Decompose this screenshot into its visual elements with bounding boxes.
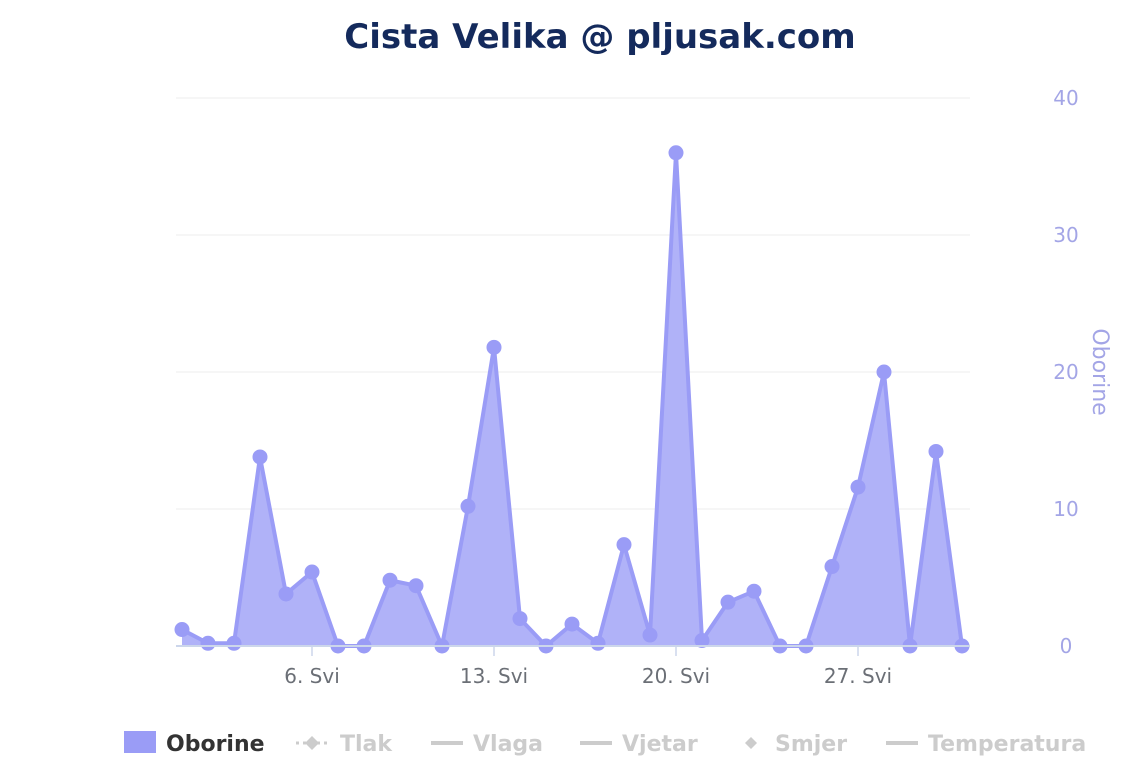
legend-symbol-diamond (305, 736, 319, 750)
legend-item-vlaga[interactable]: Vlaga (431, 732, 543, 757)
x-tick-label: 6. Svi (284, 664, 340, 688)
data-point[interactable] (304, 564, 320, 580)
data-point[interactable] (616, 537, 632, 553)
data-point[interactable] (408, 578, 424, 594)
data-point[interactable] (200, 635, 216, 651)
y-tick-label: 20 (1053, 360, 1078, 384)
data-point[interactable] (590, 635, 606, 651)
legend-symbol-diamond (745, 737, 757, 749)
data-point[interactable] (720, 594, 736, 610)
data-point[interactable] (850, 479, 866, 495)
grid-lines (176, 97, 970, 510)
legend-label: Smjer (775, 732, 847, 757)
legend-item-vjetar[interactable]: Vjetar (580, 732, 698, 757)
x-tick-label: 20. Svi (642, 664, 710, 688)
y-tick-label: 40 (1053, 86, 1078, 110)
data-point[interactable] (512, 611, 528, 627)
y-tick-label: 10 (1053, 497, 1078, 521)
data-point[interactable] (382, 572, 398, 588)
axes: 0 10 20 30 40 6. Svi 13. Svi 20. Svi 27. Svi (176, 86, 1079, 688)
legend-label: Vjetar (622, 732, 698, 757)
data-point[interactable] (174, 622, 190, 638)
data-point[interactable] (876, 364, 892, 380)
data-point[interactable] (564, 616, 580, 632)
legend-label: Oborine (166, 732, 265, 757)
y-tick-label: 0 (1060, 634, 1073, 658)
legend-item-smjer[interactable]: Smjer (745, 732, 847, 757)
legend-item-oborine[interactable]: Oborine (124, 731, 265, 757)
legend-label: Temperatura (928, 732, 1086, 757)
data-point[interactable] (226, 635, 242, 651)
series-area-oborine (182, 152, 962, 647)
data-point[interactable] (486, 339, 502, 355)
data-point[interactable] (642, 627, 658, 643)
x-tick-label: 13. Svi (460, 664, 528, 688)
data-point[interactable] (278, 586, 294, 602)
legend-item-tlak[interactable]: Tlak (296, 732, 393, 757)
data-point[interactable] (252, 449, 268, 465)
legend-symbol-rect (124, 731, 156, 753)
y-axis-title: Oborine (1087, 328, 1112, 415)
data-point[interactable] (928, 443, 944, 459)
data-point[interactable] (824, 559, 840, 575)
data-point[interactable] (668, 145, 684, 161)
y-tick-label: 30 (1053, 223, 1078, 247)
plot-area (174, 145, 970, 654)
data-point[interactable] (746, 583, 762, 599)
chart-title: Cista Velika @ pljusak.com (344, 17, 855, 57)
legend-label: Vlaga (473, 732, 543, 757)
x-tick-label: 27. Svi (824, 664, 892, 688)
legend-item-temperatura[interactable]: Temperatura (886, 732, 1086, 757)
data-point[interactable] (460, 498, 476, 514)
legend: Oborine Tlak Vlaga Vjetar Smjer Temperatura (124, 731, 1086, 757)
legend-label: Tlak (340, 732, 393, 757)
data-point[interactable] (694, 633, 710, 649)
